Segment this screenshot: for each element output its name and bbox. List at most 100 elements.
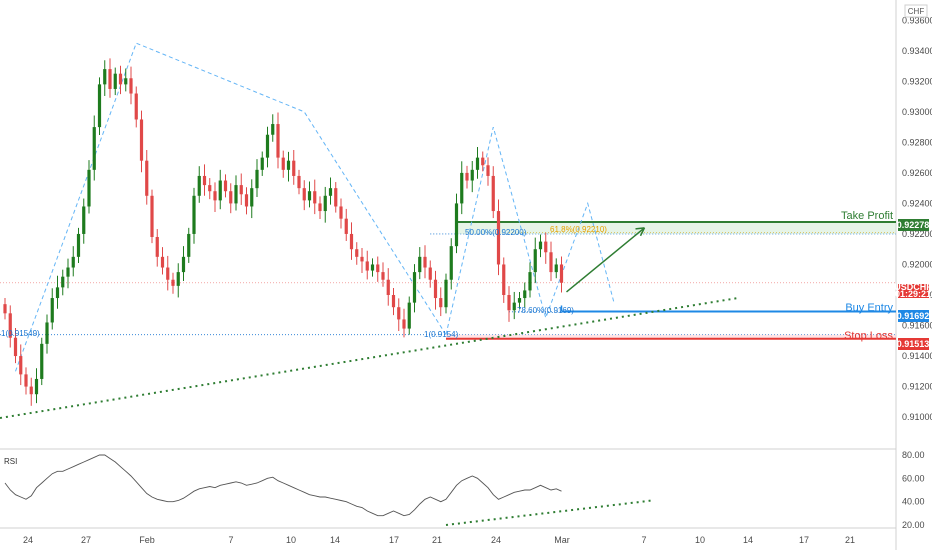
candle-body xyxy=(176,272,180,286)
time-axis[interactable]: 24 27 Feb 7 10 14 17 21 24 Mar 7 10 14 17 21 xyxy=(23,535,855,545)
candle-body xyxy=(55,287,60,299)
candle xyxy=(276,112,280,169)
candle-body xyxy=(355,249,359,257)
buy-entry-label: Buy Entry xyxy=(845,302,893,314)
candle xyxy=(307,181,312,208)
currency-box xyxy=(904,4,928,18)
candle-body xyxy=(202,175,207,186)
price-pane[interactable] xyxy=(0,0,897,550)
candle-body xyxy=(344,218,348,234)
candle-body xyxy=(187,233,191,257)
candle xyxy=(349,222,354,260)
candle-body xyxy=(307,191,312,201)
candle-body xyxy=(397,307,401,320)
candle-body xyxy=(223,180,228,192)
x-tick-label: Feb xyxy=(139,535,155,545)
y-tick-label: 0.92000 xyxy=(902,259,932,269)
candle-body xyxy=(549,252,553,273)
candle xyxy=(397,298,401,332)
candle-body xyxy=(250,188,254,207)
fib-618-label: 61.8%(0.92210) xyxy=(550,225,607,234)
candle-body xyxy=(139,119,144,161)
candle xyxy=(19,344,23,386)
candle-body xyxy=(481,157,485,166)
candle xyxy=(134,86,138,128)
candle xyxy=(239,173,243,205)
x-tick-label: 17 xyxy=(389,535,399,545)
candle xyxy=(97,77,102,136)
candle-body xyxy=(255,169,259,189)
price-axis[interactable]: 0.93600 0.93400 0.93200 0.93000 0.92800 0.926… xyxy=(902,15,932,530)
candle xyxy=(250,179,254,219)
currency-label: CHF xyxy=(908,7,925,16)
candle xyxy=(339,198,343,229)
candle xyxy=(323,186,327,223)
candle xyxy=(8,305,12,348)
candle xyxy=(286,151,291,182)
candle-body xyxy=(528,272,532,291)
candle xyxy=(260,151,264,176)
y-tick-label: 0.92200 xyxy=(902,229,932,239)
candle-body xyxy=(13,337,18,357)
candle xyxy=(528,262,532,298)
take-profit-label: Take Profit xyxy=(841,210,893,222)
y-tick-label: 0.92400 xyxy=(902,198,932,208)
candle-body xyxy=(8,313,12,338)
candle-body xyxy=(40,343,44,379)
candle-body xyxy=(118,73,123,85)
candle-body xyxy=(360,256,364,262)
candle-body xyxy=(234,185,238,204)
candle-body xyxy=(76,233,81,257)
x-tick-label: 7 xyxy=(641,535,646,545)
candle-body xyxy=(386,279,390,295)
candle-body xyxy=(218,180,222,201)
candle xyxy=(124,68,128,92)
candle xyxy=(292,150,296,185)
candle xyxy=(423,245,427,279)
candle-body xyxy=(192,195,196,234)
candle xyxy=(502,257,506,303)
candle-body xyxy=(239,185,243,195)
candle-body xyxy=(465,172,469,181)
candle xyxy=(281,150,285,178)
fib-1-label: 1(0.9154) xyxy=(424,330,459,339)
candle xyxy=(66,258,70,289)
countdown-tag: 01:29:21 xyxy=(895,289,931,299)
y-tick-label: 0.91600 xyxy=(902,321,932,331)
candle-body xyxy=(412,272,417,303)
candle xyxy=(244,187,249,215)
candle-body xyxy=(538,241,543,250)
candle-body xyxy=(45,322,49,344)
candle xyxy=(433,270,438,310)
projection-arrow xyxy=(566,227,645,293)
candle-body xyxy=(444,279,448,308)
candle xyxy=(229,183,233,214)
candle xyxy=(150,189,154,244)
candle xyxy=(475,146,480,179)
candle xyxy=(297,169,301,195)
candle-body xyxy=(470,169,474,181)
candle xyxy=(234,175,238,211)
stop-loss-price: 0.91513 xyxy=(897,339,930,349)
candle-body xyxy=(197,175,201,196)
candle xyxy=(50,288,54,330)
candle-body xyxy=(407,302,411,329)
candle xyxy=(559,256,564,293)
candle xyxy=(549,241,553,281)
candle xyxy=(402,308,406,338)
candle xyxy=(202,164,207,196)
candle-body xyxy=(533,249,537,273)
rsi-trendline xyxy=(445,499,653,526)
candle xyxy=(391,287,396,316)
candle xyxy=(118,65,123,95)
rsi-pane[interactable] xyxy=(4,454,653,526)
buy-entry-price-tag: 0.91692 xyxy=(897,310,929,322)
candle-body xyxy=(439,298,443,308)
x-tick-label: 10 xyxy=(286,535,296,545)
candle xyxy=(103,60,107,96)
candle-body xyxy=(19,356,23,375)
x-tick-label: 24 xyxy=(23,535,33,545)
candle xyxy=(439,287,443,317)
y-tick-label: 0.91200 xyxy=(902,382,932,392)
